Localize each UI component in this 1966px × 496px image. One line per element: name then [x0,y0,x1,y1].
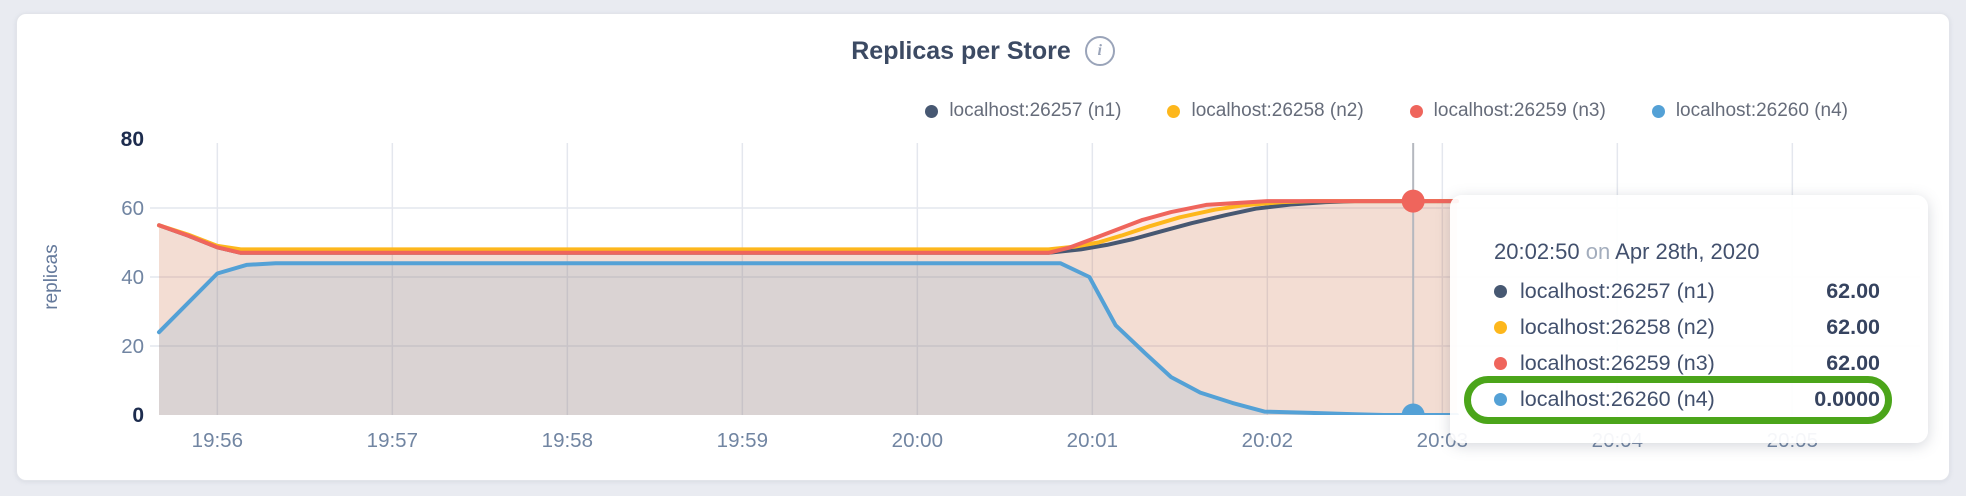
tooltip-series-dot-icon [1494,284,1507,298]
tooltip-row-n1: localhost:26257 (n1) 62.00 [1494,273,1880,309]
tooltip-date: Apr 28th, 2020 [1615,239,1760,264]
tooltip-series-value: 62.00 [1826,278,1880,303]
legend-dot-icon [925,104,939,118]
svg-text:19:59: 19:59 [717,429,768,452]
svg-text:60: 60 [121,197,144,220]
tooltip-row-n3: localhost:26259 (n3) 62.00 [1494,345,1880,381]
tooltip-series-label: localhost:26260 (n4) [1520,386,1715,411]
svg-text:20:00: 20:00 [892,429,943,452]
svg-text:19:57: 19:57 [367,429,418,452]
tooltip-series-dot-icon [1494,356,1507,370]
legend-item-n4: localhost:26260 (n4) [1651,100,1848,122]
legend-item-n2: localhost:26258 (n2) [1167,100,1364,122]
svg-text:80: 80 [121,128,144,151]
tooltip-row-n4: localhost:26260 (n4) 0.0000 [1464,376,1892,424]
tooltip-series-label: localhost:26259 (n3) [1520,350,1715,375]
legend-dot-icon [1651,104,1665,118]
tooltip-series-value: 0.0000 [1814,386,1880,411]
legend-dot-icon [1409,104,1423,118]
tooltip-series-dot-icon [1494,392,1507,406]
chart-header: Replicas per Store i [0,36,1966,66]
svg-text:40: 40 [121,266,144,289]
svg-text:0: 0 [132,404,144,427]
hover-tooltip: 20:02:50 on Apr 28th, 2020 localhost:262… [1450,195,1928,443]
tooltip-series-label: localhost:26257 (n1) [1520,278,1715,303]
tooltip-series-dot-icon [1494,320,1507,334]
chart-title: Replicas per Store [851,36,1071,65]
svg-text:20:02: 20:02 [1242,429,1293,452]
tooltip-rows: localhost:26257 (n1) 62.00 localhost:26258… [1464,273,1892,424]
svg-text:19:56: 19:56 [192,429,243,452]
tooltip-row-n2: localhost:26258 (n2) 62.00 [1494,309,1880,345]
legend-item-label: localhost:26258 (n2) [1191,100,1364,121]
legend-item-n1: localhost:26257 (n1) [925,100,1121,122]
info-icon[interactable]: i [1084,36,1115,66]
tooltip-series-label: localhost:26258 (n2) [1520,314,1715,339]
legend-item-label: localhost:26259 (n3) [1433,100,1606,121]
svg-text:20: 20 [121,335,144,358]
chart-legend: localhost:26257 (n1) localhost:26258 (n2)… [925,100,1848,122]
svg-text:19:58: 19:58 [542,429,593,452]
legend-item-label: localhost:26260 (n4) [1675,100,1848,121]
tooltip-on-word: on [1585,239,1611,264]
tooltip-time: 20:02:50 [1494,239,1580,264]
legend-dot-icon [1167,104,1181,118]
svg-text:20:01: 20:01 [1067,429,1118,452]
tooltip-series-value: 62.00 [1826,350,1880,375]
tooltip-series-value: 62.00 [1826,314,1880,339]
legend-item-n3: localhost:26259 (n3) [1409,100,1606,122]
legend-item-label: localhost:26257 (n1) [949,100,1122,121]
svg-text:replicas: replicas [41,244,62,309]
tooltip-timestamp: 20:02:50 on Apr 28th, 2020 [1494,237,1880,267]
